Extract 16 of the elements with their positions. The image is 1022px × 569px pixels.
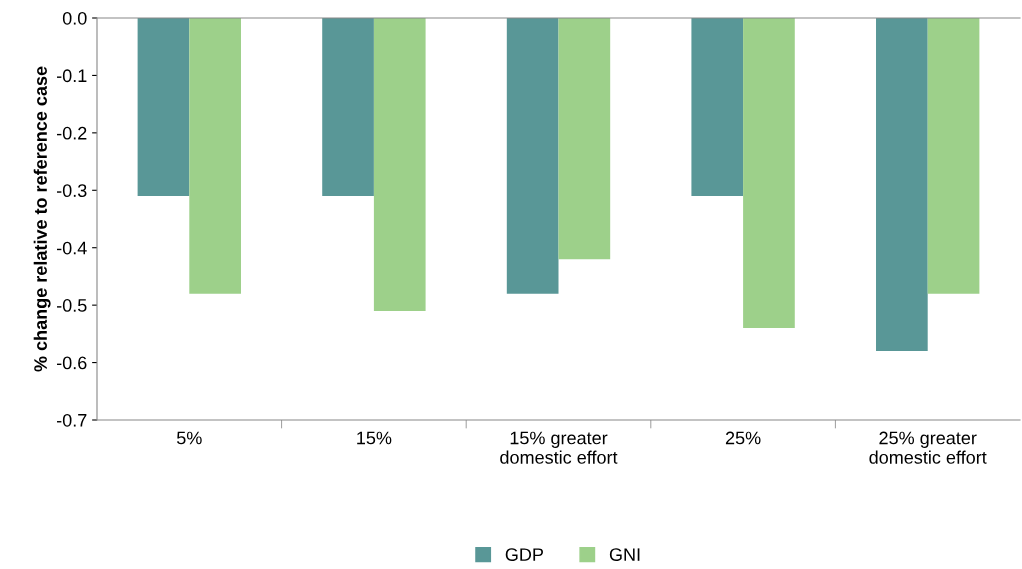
x-tick-label: 15%: [357, 431, 392, 445]
y-tick-label: -0.3: [56, 184, 87, 198]
y-tick-label: -0.7: [56, 413, 87, 427]
x-tick-label: 25%: [725, 431, 761, 445]
x-tick-label: 5%: [176, 431, 202, 445]
x-tick-label: 15% greater domestic effort: [500, 431, 618, 464]
legend-label: GDP: [505, 548, 543, 561]
y-tick-label: -0.2: [56, 126, 87, 140]
y-tick-label: -0.5: [56, 299, 87, 312]
y-tick-label: -0.1: [56, 69, 87, 83]
legend-label: GNI: [609, 548, 640, 561]
y-tick-label: -0.6: [56, 356, 87, 370]
y-axis-title: % change relative to reference case: [33, 66, 51, 372]
y-tick-label: -0.4: [56, 241, 87, 255]
x-tick-label: 25% greater domestic effort: [869, 431, 987, 464]
y-tick-label: 0.0: [62, 11, 87, 25]
